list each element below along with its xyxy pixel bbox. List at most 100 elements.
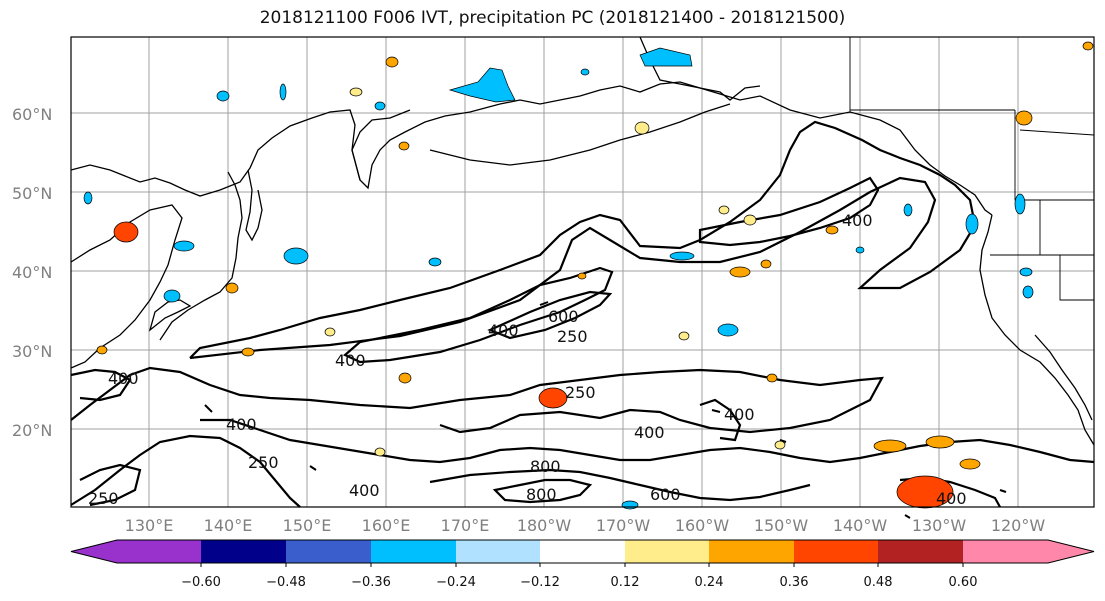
precip-patch bbox=[538, 387, 568, 409]
contour-label: 250 bbox=[565, 383, 596, 402]
coast-sakhalin bbox=[245, 169, 263, 242]
gridlines bbox=[71, 37, 1094, 507]
longitude-labels: 130°E 140°E 150°E 160°E 170°E 180°W 170°… bbox=[125, 516, 1046, 535]
precip-patch bbox=[113, 221, 139, 243]
precip-patch bbox=[669, 251, 695, 261]
colorbar-segment bbox=[201, 540, 286, 563]
precip-patch bbox=[577, 272, 587, 280]
colorbar-tick-label: 0.12 bbox=[611, 575, 640, 590]
colorbar-tick-label: −0.24 bbox=[436, 575, 476, 590]
precip-patch bbox=[639, 47, 693, 67]
contour-label: 400 bbox=[349, 481, 380, 500]
lon-label: 170°W bbox=[596, 516, 651, 535]
contour-label: 600 bbox=[548, 307, 579, 326]
colorbar-extend-min bbox=[71, 540, 117, 563]
lon-label: 150°W bbox=[754, 516, 809, 535]
contour-400-sw bbox=[79, 463, 142, 507]
contour-250-west bbox=[70, 368, 132, 402]
contour-250-main bbox=[189, 120, 977, 360]
latitude-labels: 60°N 50°N 40°N 30°N 20°N bbox=[12, 105, 52, 440]
contour-label: 600 bbox=[650, 485, 681, 504]
colorbar-segment bbox=[286, 540, 371, 563]
coast-baja bbox=[1034, 334, 1093, 421]
colorbar-outline bbox=[70, 539, 1095, 564]
lat-label: 60°N bbox=[12, 105, 52, 124]
contour-label: 250 bbox=[557, 327, 588, 346]
precip-patch bbox=[96, 345, 108, 355]
contour-label: 250 bbox=[248, 453, 279, 472]
contour-label: 400 bbox=[488, 321, 519, 340]
precip-patch bbox=[1022, 285, 1034, 299]
contour-label: 400 bbox=[108, 369, 139, 388]
colorbar-extend-max bbox=[1048, 540, 1094, 563]
lon-label: 140°W bbox=[833, 516, 888, 535]
colorbar-ticks: −0.60 −0.48 −0.36 −0.24 −0.12 0.12 0.24 … bbox=[181, 563, 977, 590]
precip-patch bbox=[279, 83, 287, 101]
colorbar-segment bbox=[117, 540, 201, 563]
colorbar-segment bbox=[963, 540, 1048, 563]
contour-label: 400 bbox=[724, 405, 755, 424]
precip-patch bbox=[83, 191, 93, 205]
coast-islands bbox=[204, 301, 1007, 519]
precip-patch bbox=[349, 87, 363, 97]
coast-japan-south bbox=[148, 299, 192, 332]
contour-400-mid bbox=[699, 398, 742, 442]
precip-patch bbox=[855, 246, 865, 254]
precip-patch bbox=[959, 458, 981, 470]
colorbar-segment bbox=[709, 540, 794, 563]
lon-label: 130°E bbox=[125, 516, 174, 535]
precip-patch bbox=[225, 282, 239, 294]
precip-patch bbox=[903, 203, 913, 217]
contour-label: 400 bbox=[335, 351, 366, 370]
coastlines bbox=[70, 36, 1095, 519]
map-title: 2018121100 F006 IVT, precipitation PC (2… bbox=[259, 8, 846, 28]
lon-label: 160°W bbox=[675, 516, 730, 535]
lon-label: 120°W bbox=[991, 516, 1046, 535]
precip-patch bbox=[374, 447, 386, 457]
contour-label: 400 bbox=[936, 489, 967, 508]
contour-label: 400 bbox=[634, 423, 665, 442]
precip-patch bbox=[428, 257, 442, 267]
contour-label: 400 bbox=[226, 415, 257, 434]
precip-patch bbox=[743, 214, 757, 226]
precip-patch bbox=[621, 500, 639, 510]
colorbar: −0.60 −0.48 −0.36 −0.24 −0.12 0.12 0.24 … bbox=[70, 539, 1095, 590]
coast-north-america bbox=[979, 214, 1095, 446]
precip-patch bbox=[678, 331, 690, 341]
precip-patch bbox=[766, 373, 778, 383]
contour-labels: 400 600 250 400 400 250 400 250 400 400 … bbox=[88, 211, 967, 508]
contour-label: 250 bbox=[88, 489, 119, 508]
precip-patch bbox=[324, 327, 336, 337]
precip-patch bbox=[216, 90, 230, 102]
colorbar-segments bbox=[70, 539, 1095, 564]
lat-label: 20°N bbox=[12, 421, 52, 440]
precip-patch bbox=[1082, 41, 1094, 51]
colorbar-tick-label: −0.36 bbox=[351, 575, 391, 590]
precip-patch bbox=[634, 121, 650, 135]
colorbar-tick-label: 0.48 bbox=[864, 575, 893, 590]
colorbar-segment bbox=[540, 540, 625, 563]
contour-400-east bbox=[698, 176, 880, 247]
colorbar-tick-label: 0.60 bbox=[949, 575, 978, 590]
precip-patch bbox=[1019, 267, 1033, 277]
precip-patch bbox=[1015, 110, 1033, 126]
contour-label: 400 bbox=[842, 211, 873, 230]
precip-patch bbox=[241, 347, 255, 357]
colorbar-segment bbox=[878, 540, 963, 563]
precip-negative bbox=[83, 47, 1034, 510]
coast-alaska bbox=[639, 36, 993, 216]
precip-patch bbox=[873, 439, 907, 453]
colorbar-tick-label: −0.48 bbox=[266, 575, 306, 590]
precip-patch bbox=[385, 56, 399, 68]
precip-patch bbox=[283, 247, 309, 265]
map-border bbox=[70, 36, 1095, 508]
coast-japan bbox=[159, 171, 243, 341]
lat-label: 40°N bbox=[12, 263, 52, 282]
precip-patch bbox=[717, 323, 739, 337]
lon-label: 140°E bbox=[204, 516, 253, 535]
colorbar-segment bbox=[371, 540, 456, 563]
contour-600-south bbox=[429, 468, 811, 502]
colorbar-segment bbox=[794, 540, 878, 563]
border-lines bbox=[849, 37, 1095, 301]
